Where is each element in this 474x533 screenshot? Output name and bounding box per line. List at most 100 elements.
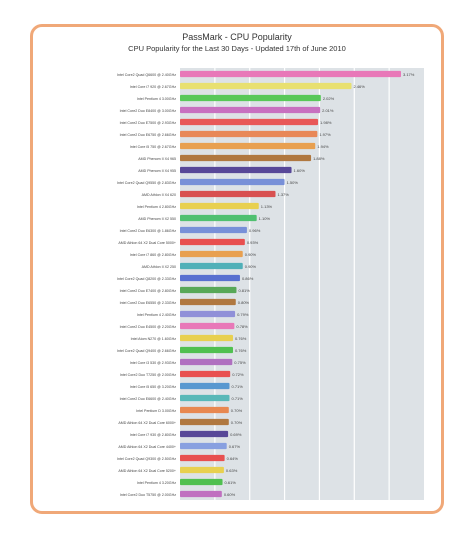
value-label: 0.61% bbox=[225, 480, 237, 485]
value-label: 1.13% bbox=[261, 204, 273, 209]
bar bbox=[180, 82, 352, 90]
category-label: AMD Athlon II X2 250 bbox=[142, 265, 176, 269]
bar bbox=[180, 202, 259, 210]
value-label: 0.60% bbox=[224, 492, 236, 497]
bar bbox=[180, 406, 229, 414]
value-label: 0.93% bbox=[247, 240, 259, 245]
bar bbox=[180, 274, 240, 282]
bar bbox=[180, 70, 401, 78]
value-label: 2.46% bbox=[353, 84, 365, 89]
category-label: Intel Core2 Quad Q9400 @ 2.66GHz bbox=[117, 349, 176, 353]
value-label: 1.50% bbox=[287, 180, 299, 185]
bar bbox=[180, 298, 236, 306]
category-label: Intel Core2 Duo E6600 @ 2.40GHz bbox=[120, 397, 177, 401]
value-label: 0.75% bbox=[234, 360, 246, 365]
category-label: AMD Athlon 64 X2 Dual Core 5200+ bbox=[118, 469, 176, 473]
value-label: 0.64% bbox=[227, 456, 239, 461]
value-label: 0.90% bbox=[245, 264, 257, 269]
value-label: 1.97% bbox=[319, 132, 331, 137]
value-label: 1.10% bbox=[259, 216, 271, 221]
chart-subtitle: CPU Popularity for the Last 30 Days - Up… bbox=[128, 44, 346, 53]
category-label: AMD Phenom II X4 955 bbox=[138, 169, 176, 173]
bar bbox=[180, 190, 276, 198]
value-label: 0.70% bbox=[231, 420, 243, 425]
category-label: Intel Pentium D 3.00GHz bbox=[136, 409, 176, 413]
bar bbox=[180, 310, 236, 318]
value-label: 0.69% bbox=[230, 432, 242, 437]
bar bbox=[180, 430, 229, 438]
bar bbox=[180, 166, 292, 174]
category-label: Intel Core i7 860 @ 2.80GHz bbox=[130, 253, 176, 257]
category-label: Intel Core2 Duo E7500 @ 2.93GHz bbox=[120, 121, 177, 125]
value-label: 0.96% bbox=[249, 228, 261, 233]
category-label: AMD Athlon 64 X2 Dual Core 6000+ bbox=[118, 421, 176, 425]
category-label: Intel Core2 Duo E6750 @ 2.66GHz bbox=[120, 133, 177, 137]
category-label: Intel Atom N270 @ 1.60GHz bbox=[131, 337, 177, 341]
category-label: Intel Core2 Duo E7400 @ 2.80GHz bbox=[120, 289, 177, 293]
value-label: 1.37% bbox=[278, 192, 290, 197]
bar bbox=[180, 382, 230, 390]
bar bbox=[180, 394, 230, 402]
value-label: 0.76% bbox=[235, 336, 247, 341]
category-label: Intel Core i7 930 @ 2.80GHz bbox=[130, 433, 176, 437]
value-label: 1.60% bbox=[294, 168, 306, 173]
category-label: Intel Pentium 4 2.80GHz bbox=[137, 205, 176, 209]
category-label: Intel Core2 Quad Q8200 @ 2.33GHz bbox=[117, 277, 176, 281]
value-label: 0.76% bbox=[235, 348, 247, 353]
category-label: Intel Core2 Quad Q9300 @ 2.50GHz bbox=[117, 457, 176, 461]
bar bbox=[180, 454, 225, 462]
bar bbox=[180, 442, 227, 450]
bar bbox=[180, 130, 318, 138]
category-label: Intel Core2 Duo E4500 @ 2.20GHz bbox=[120, 325, 177, 329]
value-label: 0.79% bbox=[237, 312, 249, 317]
value-label: 2.01% bbox=[322, 108, 334, 113]
value-label: 0.78% bbox=[236, 324, 248, 329]
bar bbox=[180, 334, 233, 342]
bar bbox=[180, 250, 243, 258]
value-label: 0.81% bbox=[238, 288, 250, 293]
value-label: 2.02% bbox=[323, 96, 335, 101]
value-label: 0.72% bbox=[232, 372, 244, 377]
bar bbox=[180, 154, 312, 162]
category-label: AMD Phenom II X2 550 bbox=[138, 217, 176, 221]
value-label: 1.94% bbox=[317, 144, 329, 149]
bar bbox=[180, 322, 235, 330]
plot-area bbox=[180, 68, 424, 500]
bar bbox=[180, 418, 229, 426]
value-label: 0.80% bbox=[238, 300, 250, 305]
bar bbox=[180, 118, 319, 126]
bar bbox=[180, 262, 243, 270]
bar bbox=[180, 142, 316, 150]
value-label: 1.98% bbox=[320, 120, 332, 125]
bar bbox=[180, 346, 233, 354]
chart-title: PassMark - CPU Popularity bbox=[182, 32, 292, 42]
bar bbox=[180, 94, 321, 102]
value-label: 3.17% bbox=[403, 72, 415, 77]
category-label: Intel Core2 Duo T7250 @ 2.00GHz bbox=[120, 373, 176, 377]
bar bbox=[180, 358, 233, 366]
category-label: AMD Athlon 64 X2 Dual Core 5000+ bbox=[118, 241, 176, 245]
value-label: 0.90% bbox=[245, 252, 257, 257]
category-label: Intel Core i3 530 @ 2.93GHz bbox=[130, 361, 176, 365]
category-label: Intel Core2 Duo T5750 @ 2.00GHz bbox=[120, 493, 176, 497]
value-label: 1.88% bbox=[313, 156, 325, 161]
category-label: Intel Pentium 4 3.20GHz bbox=[137, 481, 176, 485]
category-label: Intel Core i7 920 @ 2.67GHz bbox=[130, 85, 176, 89]
bar bbox=[180, 226, 247, 234]
bar bbox=[180, 490, 222, 498]
category-label: AMD Phenom II X4 965 bbox=[138, 157, 176, 161]
value-label: 0.71% bbox=[231, 396, 243, 401]
bar bbox=[180, 178, 285, 186]
bar bbox=[180, 214, 257, 222]
category-label: Intel Core2 Quad Q9550 @ 2.83GHz bbox=[117, 181, 176, 185]
bar bbox=[180, 466, 224, 474]
category-label: Intel Pentium 4 2.40GHz bbox=[137, 313, 176, 317]
category-label: Intel Core i5 750 @ 2.67GHz bbox=[130, 145, 176, 149]
bar bbox=[180, 370, 231, 378]
value-label: 0.63% bbox=[226, 468, 238, 473]
category-label: Intel Core2 Duo E6550 @ 2.33GHz bbox=[120, 301, 177, 305]
category-label: Intel Core2 Duo E8400 @ 3.00GHz bbox=[120, 109, 177, 113]
bar bbox=[180, 286, 237, 294]
category-label: AMD Athlon 64 X2 Dual Core 4400+ bbox=[118, 445, 176, 449]
